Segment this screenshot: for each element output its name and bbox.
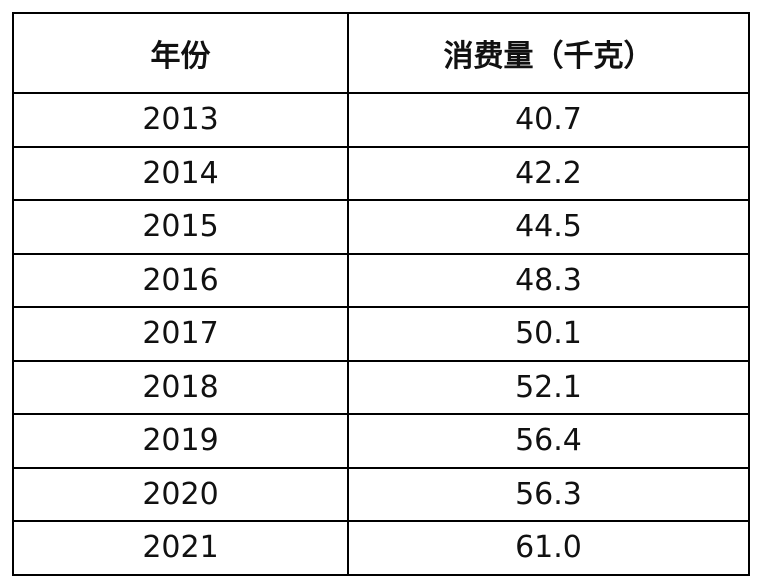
table-row: 2015 44.5 — [12, 199, 750, 255]
value-cell: 42.2 — [347, 145, 750, 201]
year-cell: 2021 — [12, 520, 349, 576]
data-table: 年份 消费量（千克） 2013 40.7 2014 42.2 2015 44.5 2016 48… — [12, 12, 750, 576]
year-cell: 2018 — [12, 359, 349, 415]
value-cell: 56.4 — [347, 413, 750, 469]
header-row: 年份 消费量（千克） — [12, 12, 750, 94]
value-cell: 40.7 — [347, 92, 750, 148]
table-row: 2013 40.7 — [12, 92, 750, 148]
value-cell: 50.1 — [347, 306, 750, 362]
value-cell: 44.5 — [347, 199, 750, 255]
year-cell: 2015 — [12, 199, 349, 255]
table-row: 2016 48.3 — [12, 252, 750, 308]
table-row: 2014 42.2 — [12, 145, 750, 201]
table-row: 2019 56.4 — [12, 413, 750, 469]
year-cell: 2016 — [12, 252, 349, 308]
table-header: 年份 消费量（千克） — [12, 12, 750, 94]
table-body: 2013 40.7 2014 42.2 2015 44.5 2016 48.3 2017 50.1… — [12, 92, 750, 576]
header-cell: 消费量（千克） — [347, 12, 750, 94]
table-row: 2017 50.1 — [12, 306, 750, 362]
year-cell: 2020 — [12, 466, 349, 522]
value-cell: 61.0 — [347, 520, 750, 576]
value-cell: 56.3 — [347, 466, 750, 522]
table-row: 2020 56.3 — [12, 466, 750, 522]
table-row: 2021 61.0 — [12, 520, 750, 576]
table-row: 2018 52.1 — [12, 359, 750, 415]
year-cell: 2014 — [12, 145, 349, 201]
year-cell: 2017 — [12, 306, 349, 362]
header-cell: 年份 — [12, 12, 349, 94]
value-cell: 52.1 — [347, 359, 750, 415]
year-cell: 2013 — [12, 92, 349, 148]
year-cell: 2019 — [12, 413, 349, 469]
value-cell: 48.3 — [347, 252, 750, 308]
